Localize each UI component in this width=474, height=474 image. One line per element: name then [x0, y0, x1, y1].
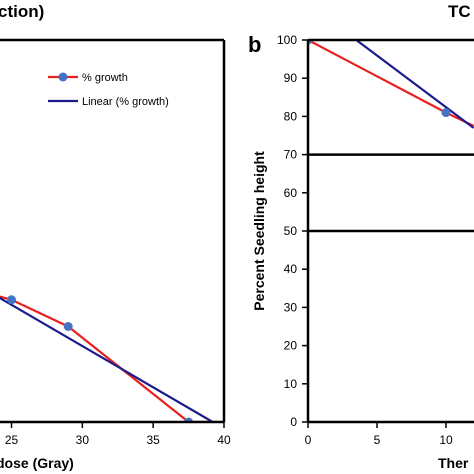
- panel-a-series-linear-line: [0, 296, 214, 422]
- panel-b-reference-lines: [308, 153, 474, 233]
- legend-growth-label: % growth: [82, 72, 128, 84]
- panel-b-y-tick-label: 60: [284, 186, 298, 200]
- panel-a-x-axis-label: dose (Gray): [0, 455, 74, 471]
- panel-b: b 0 10 20 30 40 50 60 70 80 90 100 0 5 10 Percent Se…: [248, 32, 474, 471]
- panel-b-y-tick-label: 90: [284, 71, 298, 85]
- panel-b-y-tick-label: 10: [284, 377, 298, 391]
- panel-a-title: ction): [0, 2, 44, 21]
- panel-a-x-tick-label: 30: [76, 433, 90, 447]
- panel-a-x-ticks: 25 30 35 40: [5, 422, 231, 447]
- panel-b-x-tick-label: 10: [439, 433, 453, 447]
- panel-b-y-tick-label: 70: [284, 148, 298, 162]
- panel-a-x-tick-label: 40: [217, 433, 231, 447]
- panel-b-title: TC: [448, 2, 471, 21]
- panel-a: 25 30 35 40 dose (Gray) % growth Linear (% …: [0, 38, 231, 471]
- panel-b-data-point: [441, 108, 451, 118]
- panel-b-y-tick-label: 0: [290, 415, 297, 429]
- panel-b-letter: b: [248, 32, 261, 57]
- panel-b-y-axis-label: Percent Seedling height: [251, 151, 267, 311]
- panel-a-data-point: [7, 295, 16, 305]
- panel-b-x-tick-label: 5: [374, 433, 381, 447]
- panel-b-x-ticks: 0 5 10: [305, 422, 453, 447]
- panel-a-series-growth-line: [0, 295, 224, 422]
- panel-a-legend: % growth Linear (% growth): [48, 72, 169, 108]
- panel-b-y-ticks: 0 10 20 30 40 50 60 70 80 90 100: [277, 33, 308, 429]
- panel-b-y-tick-label: 40: [284, 262, 298, 276]
- panel-b-y-tick-label: 20: [284, 339, 298, 353]
- legend-growth-marker: [58, 72, 68, 82]
- panel-b-y-tick-label: 80: [284, 109, 298, 123]
- panel-b-x-axis-label: Ther: [438, 455, 469, 471]
- panel-b-y-tick-label: 30: [284, 300, 298, 314]
- panel-a-x-tick-label: 35: [146, 433, 160, 447]
- panel-b-series-linear-line: [355, 40, 474, 129]
- panel-a-data-point: [63, 322, 73, 331]
- panel-b-x-tick-label: 0: [305, 433, 312, 447]
- panel-b-plot-area: [308, 40, 474, 129]
- panel-a-plot-area: [0, 295, 224, 422]
- panel-b-y-tick-label: 50: [284, 224, 298, 238]
- panel-b-y-tick-label: 100: [277, 33, 297, 47]
- panel-a-x-tick-label: 25: [5, 433, 19, 447]
- legend-linear-label: Linear (% growth): [82, 96, 169, 108]
